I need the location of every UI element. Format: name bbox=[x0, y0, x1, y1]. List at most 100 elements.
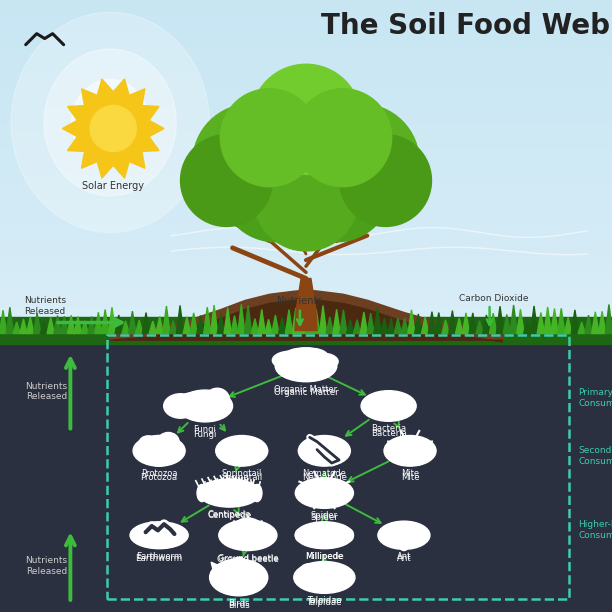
Ellipse shape bbox=[219, 520, 277, 551]
Circle shape bbox=[181, 135, 272, 226]
Polygon shape bbox=[510, 305, 517, 334]
Text: Solar Energy: Solar Energy bbox=[82, 181, 144, 191]
Text: Talpidae: Talpidae bbox=[307, 598, 342, 606]
Text: Primary
Consumers: Primary Consumers bbox=[578, 389, 612, 408]
Circle shape bbox=[220, 89, 318, 187]
Ellipse shape bbox=[130, 522, 188, 549]
Ellipse shape bbox=[299, 436, 350, 466]
Polygon shape bbox=[142, 136, 159, 151]
Polygon shape bbox=[346, 320, 354, 334]
Polygon shape bbox=[163, 306, 170, 334]
Bar bbox=[0, 307, 612, 317]
Ellipse shape bbox=[205, 388, 230, 411]
Ellipse shape bbox=[294, 562, 355, 594]
Ellipse shape bbox=[309, 527, 318, 539]
Bar bbox=[0, 149, 612, 159]
Text: The Soil Food Web: The Soil Food Web bbox=[321, 12, 610, 40]
Polygon shape bbox=[558, 308, 565, 334]
Bar bbox=[0, 7, 612, 17]
Ellipse shape bbox=[397, 531, 411, 542]
Text: Ground beetle: Ground beetle bbox=[218, 554, 278, 562]
Polygon shape bbox=[551, 308, 558, 334]
Ellipse shape bbox=[382, 401, 395, 411]
Bar bbox=[0, 327, 612, 612]
Circle shape bbox=[220, 132, 330, 242]
Bar bbox=[0, 232, 612, 242]
Text: Protozoa: Protozoa bbox=[141, 473, 177, 482]
Ellipse shape bbox=[272, 351, 309, 370]
Polygon shape bbox=[469, 313, 477, 334]
Polygon shape bbox=[367, 313, 375, 334]
Polygon shape bbox=[108, 307, 116, 334]
Polygon shape bbox=[605, 304, 612, 334]
Polygon shape bbox=[129, 89, 145, 106]
Polygon shape bbox=[149, 321, 157, 334]
Text: Talpidae: Talpidae bbox=[307, 597, 341, 605]
Ellipse shape bbox=[211, 403, 218, 420]
Bar bbox=[0, 107, 612, 117]
Polygon shape bbox=[319, 305, 327, 334]
Polygon shape bbox=[20, 319, 27, 334]
Ellipse shape bbox=[296, 522, 354, 549]
Ellipse shape bbox=[228, 480, 237, 497]
Ellipse shape bbox=[209, 481, 219, 498]
Polygon shape bbox=[394, 318, 401, 334]
Text: Nutrients: Nutrients bbox=[277, 296, 323, 306]
Ellipse shape bbox=[226, 439, 257, 463]
Text: Nematode: Nematode bbox=[302, 469, 346, 478]
Bar bbox=[0, 274, 612, 283]
Polygon shape bbox=[156, 316, 163, 334]
Ellipse shape bbox=[228, 558, 250, 588]
Bar bbox=[0, 91, 612, 100]
Polygon shape bbox=[143, 313, 150, 334]
Bar bbox=[0, 24, 612, 33]
Polygon shape bbox=[61, 316, 68, 334]
Bar bbox=[107, 335, 569, 599]
Ellipse shape bbox=[240, 481, 250, 498]
Polygon shape bbox=[537, 313, 545, 334]
Ellipse shape bbox=[337, 528, 346, 540]
Bar bbox=[0, 74, 612, 83]
Bar bbox=[0, 182, 612, 192]
Ellipse shape bbox=[72, 80, 149, 165]
Circle shape bbox=[78, 93, 149, 164]
Text: Secondary
Consumers: Secondary Consumers bbox=[578, 446, 612, 466]
Polygon shape bbox=[217, 314, 225, 334]
Text: Mite: Mite bbox=[401, 473, 419, 482]
Ellipse shape bbox=[133, 436, 185, 466]
Polygon shape bbox=[81, 89, 97, 106]
Ellipse shape bbox=[244, 440, 262, 455]
Polygon shape bbox=[34, 313, 41, 334]
Polygon shape bbox=[176, 305, 184, 334]
Ellipse shape bbox=[316, 526, 326, 539]
Polygon shape bbox=[67, 106, 84, 121]
Bar bbox=[0, 316, 612, 325]
Text: Springtail: Springtail bbox=[222, 469, 262, 478]
Bar bbox=[0, 40, 612, 50]
Polygon shape bbox=[170, 321, 177, 334]
Bar bbox=[0, 57, 612, 67]
Circle shape bbox=[90, 105, 136, 152]
Polygon shape bbox=[74, 316, 81, 334]
Bar bbox=[0, 49, 612, 58]
Ellipse shape bbox=[229, 452, 242, 463]
Polygon shape bbox=[360, 312, 368, 334]
Polygon shape bbox=[81, 151, 97, 168]
Text: Fungi: Fungi bbox=[193, 430, 217, 439]
Bar bbox=[0, 141, 612, 150]
Polygon shape bbox=[211, 562, 231, 578]
Bar bbox=[0, 190, 612, 200]
Ellipse shape bbox=[305, 353, 338, 370]
Ellipse shape bbox=[318, 496, 331, 509]
Ellipse shape bbox=[177, 390, 233, 422]
Text: Spider: Spider bbox=[311, 512, 338, 520]
Ellipse shape bbox=[215, 480, 225, 498]
Text: Higher-Level
Consumers: Higher-Level Consumers bbox=[578, 520, 612, 540]
Circle shape bbox=[236, 73, 376, 214]
Text: Organic Matter: Organic Matter bbox=[274, 385, 338, 394]
Polygon shape bbox=[95, 312, 102, 334]
Polygon shape bbox=[224, 308, 231, 334]
Text: Mite: Mite bbox=[401, 469, 419, 478]
Ellipse shape bbox=[219, 575, 247, 590]
Polygon shape bbox=[592, 312, 599, 334]
